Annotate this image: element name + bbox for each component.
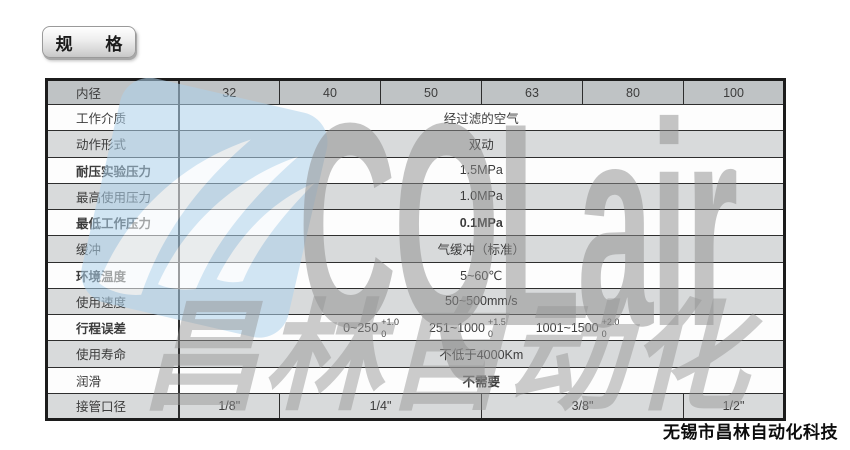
tolerance-lower: 0 — [487, 328, 493, 339]
table-row-lubrication: 润滑 不需要 — [46, 366, 785, 394]
section-title: 规 格 — [55, 34, 137, 54]
row-value: 1.0MPa — [178, 182, 785, 210]
row-label: 动作形式 — [46, 130, 180, 157]
table-row-stroke-tolerance: 行程误差 0~250 +1.0 0 251~1000 +1.5 — [46, 313, 785, 341]
table-row-min-pressure: 最低工作压力 0.1MPa — [46, 208, 785, 236]
table-row-max-pressure: 最高使用压力 1.0MPa — [46, 182, 785, 210]
row-label: 缓冲 — [46, 235, 180, 262]
tolerance-group: 1001~1500 +2.0 0 — [535, 316, 620, 339]
row-value: 不需要 — [178, 366, 785, 394]
spec-table: 内径 32 40 50 63 80 100 工作介质 经过滤的空气 动作形式 双… — [45, 78, 786, 421]
table-row-speed: 使用速度 50~500mm/s — [46, 287, 785, 315]
row-label: 环境温度 — [46, 261, 180, 289]
table-row-medium: 工作介质 经过滤的空气 — [46, 103, 785, 131]
row-label: 工作介质 — [46, 103, 180, 131]
row-label: 耐压实验压力 — [46, 156, 180, 184]
table-row-port-size: 接管口径 1/8" 1/4" 3/8" 1/2" — [46, 392, 785, 420]
tolerance-lower: 0 — [381, 328, 387, 339]
row-value: 双动 — [178, 130, 785, 157]
header-col-40: 40 — [279, 79, 381, 105]
table-row-service-life: 使用寿命 不低于4000Km — [46, 340, 785, 367]
row-value: 1.5MPa — [178, 156, 785, 184]
row-label: 接管口径 — [46, 392, 180, 420]
row-value: 5~60℃ — [178, 261, 785, 289]
port-size-63-80: 3/8" — [481, 392, 684, 420]
tolerance-upper: +1.0 — [381, 316, 399, 327]
row-label: 行程误差 — [46, 313, 180, 341]
header-label-bore: 内径 — [46, 79, 180, 105]
tolerance-upper: +2.0 — [601, 316, 620, 327]
stroke-tolerance-groups: 0~250 +1.0 0 251~1000 +1.5 0 — [180, 317, 784, 339]
tolerance-group: 251~1000 +1.5 0 — [428, 316, 506, 339]
port-size-100: 1/2" — [683, 392, 785, 420]
tolerance-lower: 0 — [601, 328, 607, 339]
section-title-badge: 规 格 — [42, 26, 136, 58]
row-label: 润滑 — [46, 366, 180, 394]
company-name: 无锡市昌林自动化科技 — [663, 423, 838, 442]
row-label: 使用寿命 — [46, 340, 180, 367]
header-col-63: 63 — [481, 79, 583, 105]
header-col-50: 50 — [380, 79, 482, 105]
header-col-32: 32 — [178, 79, 280, 105]
row-value: 气缓冲（标准） — [178, 235, 785, 262]
row-value: 0~250 +1.0 0 251~1000 +1.5 0 — [178, 313, 785, 341]
table-row-proof-pressure: 耐压实验压力 1.5MPa — [46, 156, 785, 184]
row-value: 经过滤的空气 — [178, 103, 785, 131]
port-size-32: 1/8" — [178, 392, 280, 420]
tolerance-upper: +1.5 — [487, 316, 506, 327]
table-row-ambient-temp: 环境温度 5~60℃ — [46, 261, 785, 289]
table-header-row: 内径 32 40 50 63 80 100 — [46, 79, 785, 105]
port-size-40-50: 1/4" — [279, 392, 482, 420]
row-value: 0.1MPa — [178, 208, 785, 236]
table-row-cushion: 缓冲 气缓冲（标准） — [46, 235, 785, 262]
row-label: 使用速度 — [46, 287, 180, 315]
header-col-100: 100 — [683, 79, 785, 105]
table-row-action-type: 动作形式 双动 — [46, 130, 785, 157]
row-value: 不低于4000Km — [178, 340, 785, 367]
tolerance-group: 0~250 +1.0 0 — [343, 316, 399, 339]
row-label: 最低工作压力 — [46, 208, 180, 236]
header-col-80: 80 — [582, 79, 684, 105]
row-label: 最高使用压力 — [46, 182, 180, 210]
row-value: 50~500mm/s — [178, 287, 785, 315]
